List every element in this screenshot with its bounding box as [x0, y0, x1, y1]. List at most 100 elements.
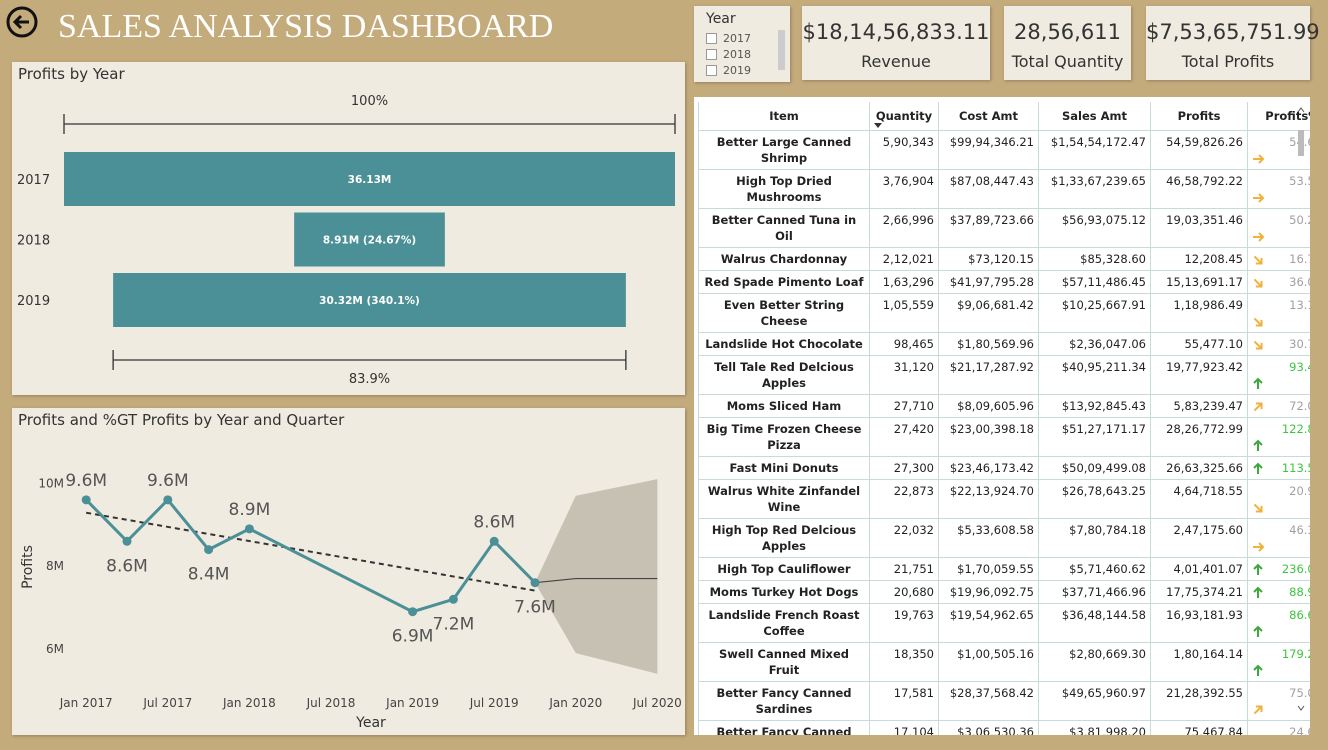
point	[489, 536, 499, 546]
item-cell: Walrus Chardonnay	[698, 247, 870, 271]
value-cell: 17,104	[869, 720, 939, 735]
value-cell: 18,350	[869, 642, 939, 682]
slicer-option[interactable]: 2019	[706, 64, 751, 77]
trend-icon	[1253, 563, 1263, 575]
value-cell: $9,06,681.42	[938, 293, 1039, 333]
point	[122, 536, 132, 546]
forecast-band	[535, 479, 658, 674]
slicer-scrollbar[interactable]	[778, 30, 785, 70]
item-cell: Moms Turkey Hot Dogs	[698, 580, 870, 604]
y-axis-title: Profits	[20, 545, 36, 589]
value-cell: 1,80,164.14	[1150, 642, 1248, 682]
table-row: Red Spade Pimento Loaf 1,63,296 $41,97,795…	[698, 270, 1310, 294]
x-tick-label: Jan 2020	[548, 696, 602, 710]
checkbox[interactable]	[706, 33, 717, 44]
item-cell: Even Better String Cheese	[698, 293, 870, 333]
category-label: 2018	[17, 234, 50, 249]
profit-pct-cell: 88.94%	[1247, 580, 1310, 604]
trend-icon	[1253, 193, 1265, 203]
table-row: Better Fancy Canned 17,104 $3,06,530.36 $3,…	[698, 720, 1310, 735]
data-label: 7.2M	[433, 614, 475, 634]
trend-arrow	[1253, 586, 1263, 598]
value-cell: $51,27,171.17	[1038, 417, 1151, 457]
data-label: 36.13M	[348, 174, 392, 186]
value-cell: $49,65,960.97	[1038, 681, 1151, 721]
kpi-card: $18,14,56,833.11 Revenue	[802, 6, 990, 80]
value-cell: 3,76,904	[869, 169, 939, 209]
trend-arrow	[1253, 377, 1263, 389]
value-cell: 27,420	[869, 417, 939, 457]
y-tick-label: 10M	[38, 476, 64, 490]
data-label: 8.9M	[229, 500, 271, 520]
value-cell: 20,680	[869, 580, 939, 604]
value-cell: $23,46,173.42	[938, 456, 1039, 480]
kpi-value: $18,14,56,833.11	[802, 20, 990, 44]
trend-icon	[1253, 278, 1263, 288]
point	[163, 495, 173, 505]
bracket-label: 83.9%	[349, 372, 390, 387]
column-header[interactable]: Quantity	[869, 102, 939, 131]
trend-icon	[1253, 340, 1263, 350]
item-cell: Moms Sliced Ham	[698, 394, 870, 418]
trend-arrow	[1253, 542, 1265, 552]
trend-arrow	[1253, 625, 1263, 637]
checkbox[interactable]	[706, 49, 717, 60]
x-axis-title: Year	[355, 715, 386, 731]
value-cell: 4,01,401.07	[1150, 557, 1248, 581]
x-tick-label: Jul 2018	[306, 696, 356, 710]
item-cell: Landslide Hot Chocolate	[698, 332, 870, 356]
profit-pct-cell: 13.12%	[1247, 293, 1310, 333]
value-cell: $22,13,924.70	[938, 479, 1039, 519]
value-cell: $7,80,784.18	[1038, 518, 1151, 558]
item-cell: Landslide French Roast Coffee	[698, 603, 870, 643]
column-header[interactable]: Cost Amt	[938, 102, 1039, 131]
scroll-down[interactable]	[1297, 705, 1305, 711]
value-cell: 98,465	[869, 332, 939, 356]
value-cell: $37,89,723.66	[938, 208, 1039, 248]
table-row: Fast Mini Donuts 27,300 $23,46,173.42 $50,0…	[698, 456, 1310, 480]
value-cell: 31,120	[869, 355, 939, 395]
checkbox[interactable]	[706, 65, 717, 76]
column-header[interactable]: Item	[698, 102, 870, 131]
item-cell: High Top Dried Mushrooms	[698, 169, 870, 209]
trend-icon	[1253, 439, 1263, 451]
kpi-value: $7,53,65,751.99	[1146, 20, 1320, 44]
value-cell: $1,00,505.16	[938, 642, 1039, 682]
y-tick-label: 8M	[46, 559, 64, 573]
x-tick-label: Jul 2020	[632, 696, 682, 710]
chart-title: Profits by Year	[18, 65, 125, 83]
value-cell: 46,58,792.22	[1150, 169, 1248, 209]
trend-arrow	[1253, 317, 1263, 327]
item-cell: Better Large Canned Shrimp	[698, 130, 870, 170]
point	[244, 524, 254, 534]
data-label: 8.6M	[106, 556, 148, 576]
slicer-option[interactable]: 2017	[706, 32, 751, 45]
table-panel: Item Quantity Cost Amt Sales Amt Profits Prof…	[694, 97, 1310, 735]
trend-icon	[1253, 402, 1263, 412]
column-header[interactable]: Sales Amt	[1038, 102, 1151, 131]
value-cell: 1,05,559	[869, 293, 939, 333]
trend-arrow	[1253, 462, 1263, 474]
funnel-bar	[64, 152, 675, 206]
profit-pct-cell: 53.50%	[1247, 169, 1310, 209]
point	[448, 594, 458, 604]
trend-icon	[1253, 377, 1263, 389]
table-scrollbar[interactable]	[1295, 100, 1307, 730]
value-cell: 12,208.45	[1150, 247, 1248, 271]
trend-line	[86, 511, 536, 592]
scroll-thumb[interactable]	[1298, 130, 1304, 156]
slicer-option[interactable]: 2018	[706, 48, 751, 61]
value-cell: 22,032	[869, 518, 939, 558]
column-header[interactable]: Profits	[1150, 102, 1248, 131]
profit-pct-cell: 20.99%	[1247, 479, 1310, 519]
value-cell: 21,28,392.55	[1150, 681, 1248, 721]
item-cell: Walrus White Zinfandel Wine	[698, 479, 870, 519]
value-cell: $28,37,568.42	[938, 681, 1039, 721]
table-row: Moms Turkey Hot Dogs 20,680 $19,96,092.75 $…	[698, 580, 1310, 604]
back-button[interactable]	[5, 5, 39, 39]
scroll-up[interactable]	[1297, 107, 1305, 113]
y-tick-label: 6M	[46, 642, 64, 656]
funnel-chart: Profits by Year 2017 36.13M 2018 8.91M (24.6…	[17, 65, 676, 387]
table-row: Better Fancy Canned Sardines 17,581 $28,37…	[698, 681, 1310, 721]
profit-pct-cell: 46.32%	[1247, 518, 1310, 558]
